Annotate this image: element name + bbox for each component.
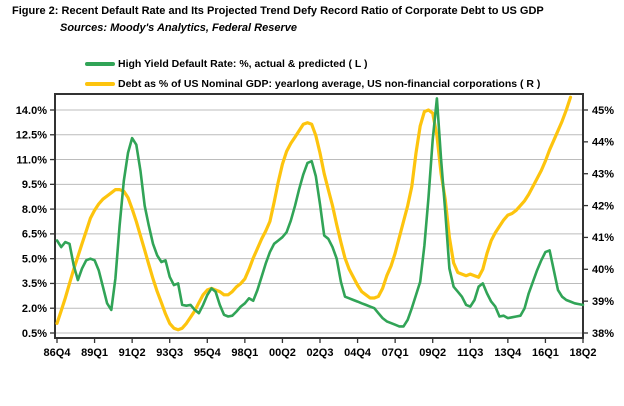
default-rate-line xyxy=(55,97,585,328)
y-axis-tick-label-left: 3.5% xyxy=(22,278,47,290)
y-axis-tick-label-right: 41% xyxy=(592,232,614,244)
x-axis-tick-label: 98Q1 xyxy=(231,347,258,359)
legend-label: High Yield Default Rate: %, actual & pre… xyxy=(118,58,368,70)
legend-label: Debt as % of US Nominal GDP: yearlong av… xyxy=(118,78,541,90)
legend-swatch-gold-line-icon xyxy=(85,82,115,86)
y-axis-tick-label-left: 8.0% xyxy=(22,204,47,216)
y-axis-tick-label-left: 12.5% xyxy=(16,130,47,142)
plot-border xyxy=(54,93,584,339)
y-axis-tick-label-right: 43% xyxy=(592,169,614,181)
y-axis-tick-label-left: 5.0% xyxy=(22,253,47,265)
y-axis-tick-label-left: 11.0% xyxy=(16,154,47,166)
x-axis-tick-label: 95Q4 xyxy=(194,347,222,359)
x-axis-tick-label: 00Q2 xyxy=(269,347,296,359)
y-axis-tick-label-left: 2.0% xyxy=(22,303,47,315)
legend-item-default-rate: High Yield Default Rate: %, actual & pre… xyxy=(85,54,540,74)
x-axis-tick-label: 02Q3 xyxy=(307,347,334,359)
figure-sources: Sources: Moody's Analytics, Federal Rese… xyxy=(60,22,297,34)
debt-gdp-line xyxy=(55,95,573,332)
x-axis-tick-label: 89Q1 xyxy=(81,347,108,359)
y-axis-tick-label-left: 6.5% xyxy=(22,229,47,241)
x-axis-tick-label: 11Q3 xyxy=(457,347,483,359)
legend-swatch-green-line-icon xyxy=(85,62,115,66)
y-axis-tick-label-right: 44% xyxy=(592,137,614,149)
x-axis-tick-label: 07Q1 xyxy=(382,347,409,359)
x-axis-tick-label: 91Q2 xyxy=(119,347,146,359)
y-axis-tick-label-right: 38% xyxy=(592,328,614,340)
y-axis-tick-label-left: 14.0% xyxy=(16,105,47,117)
y-axis-tick-label-right: 45% xyxy=(592,105,614,117)
figure-title: Figure 2: Recent Default Rate and Its Pr… xyxy=(12,5,544,17)
y-axis-tick-label-right: 39% xyxy=(592,296,614,308)
legend-item-debt-gdp: Debt as % of US Nominal GDP: yearlong av… xyxy=(85,74,540,94)
x-axis-tick-label: 09Q2 xyxy=(419,347,446,359)
x-axis-tick-label: 86Q4 xyxy=(44,347,72,359)
y-axis-tick-label-left: 0.5% xyxy=(22,328,47,340)
x-axis-tick-label: 18Q2 xyxy=(570,347,597,359)
y-axis-tick-label-left: 9.5% xyxy=(22,179,47,191)
x-axis-tick-label: 13Q4 xyxy=(494,347,522,359)
y-axis-tick-label-right: 40% xyxy=(592,264,614,276)
chart-legend: High Yield Default Rate: %, actual & pre… xyxy=(85,54,540,94)
y-axis-tick-label-right: 42% xyxy=(592,200,614,212)
x-axis-tick-label: 16Q1 xyxy=(532,347,559,359)
x-axis-tick-label: 04Q4 xyxy=(344,347,372,359)
x-axis-tick-label: 93Q3 xyxy=(156,347,183,359)
